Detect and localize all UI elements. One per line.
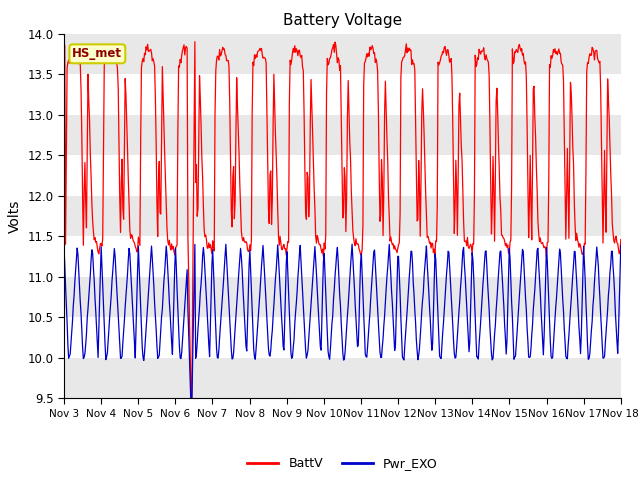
Bar: [64, 236, 621, 277]
Bar: [64, 74, 621, 115]
Text: HS_met: HS_met: [72, 48, 122, 60]
Y-axis label: Volts: Volts: [8, 199, 22, 233]
Legend: BattV, Pwr_EXO: BattV, Pwr_EXO: [242, 452, 443, 475]
Bar: [64, 317, 621, 358]
Bar: [64, 155, 621, 196]
Title: Battery Voltage: Battery Voltage: [283, 13, 402, 28]
